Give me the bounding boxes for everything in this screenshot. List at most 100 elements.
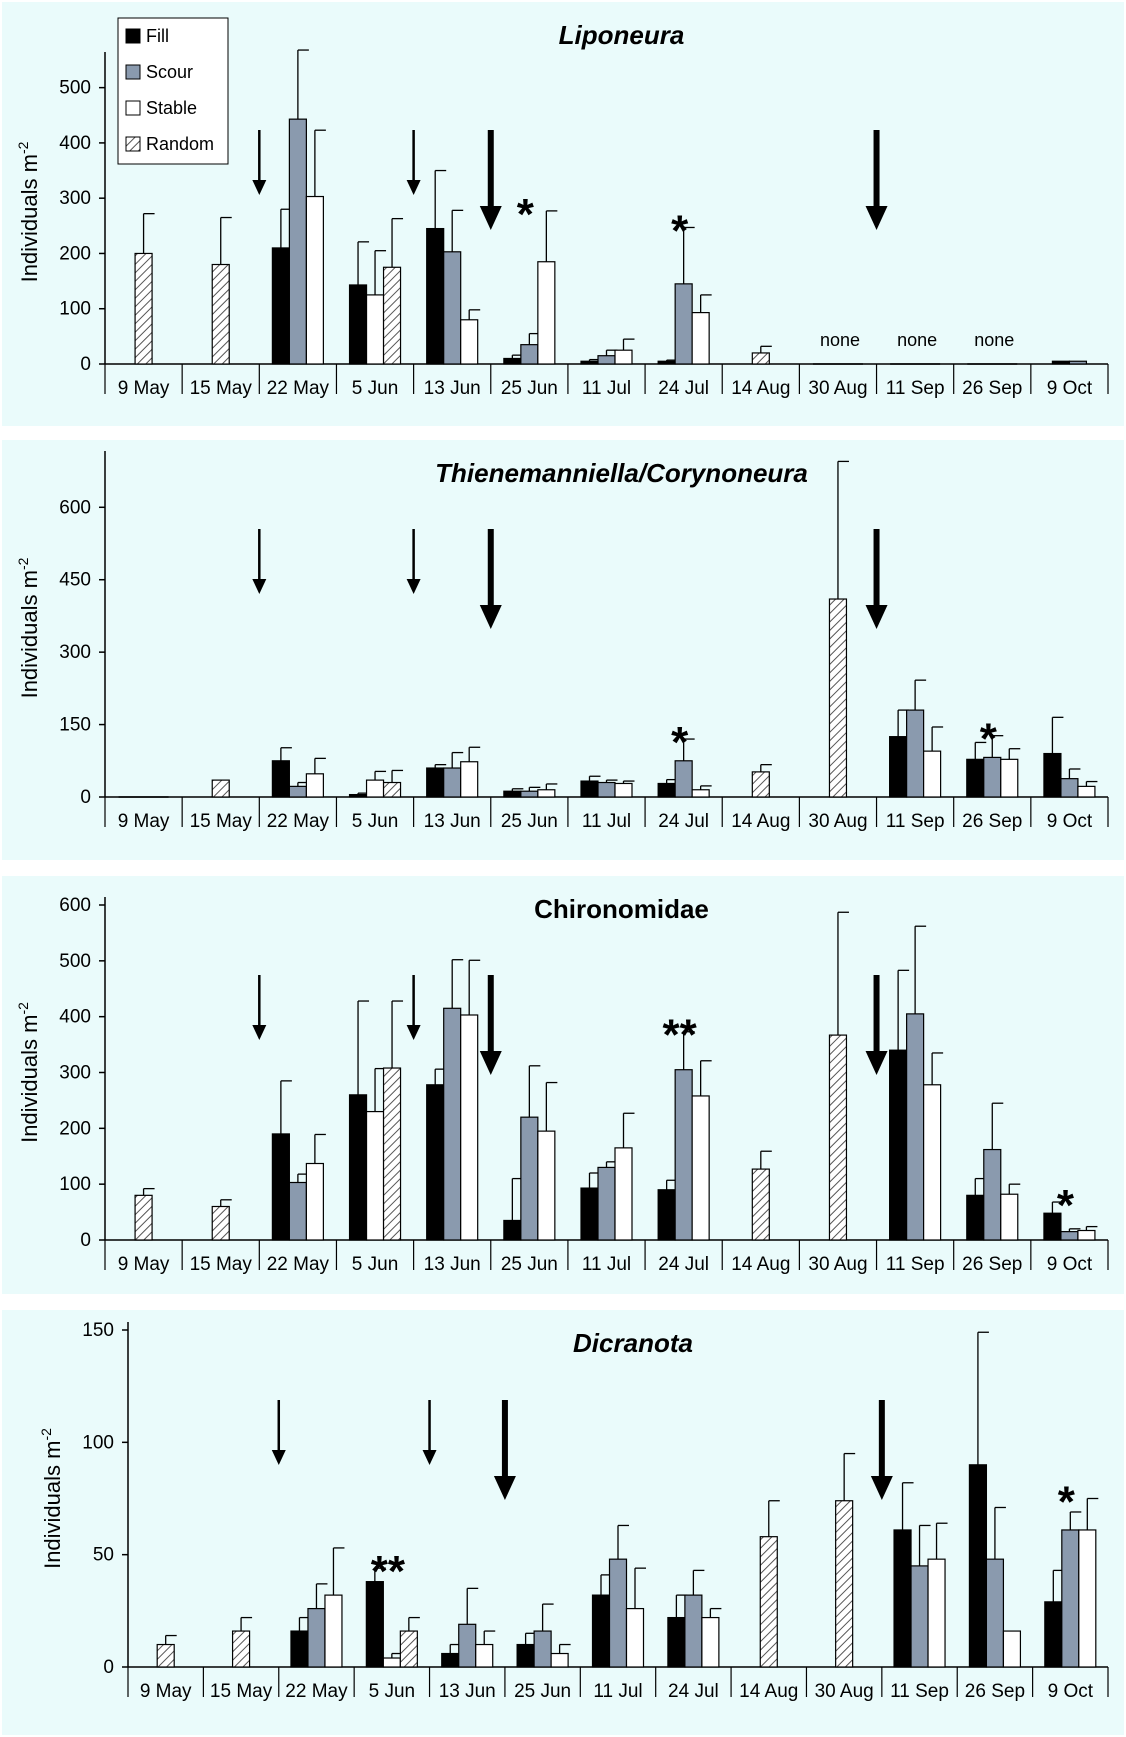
bar-random bbox=[211, 779, 230, 798]
significance-marker: * bbox=[671, 206, 689, 255]
bar-random bbox=[759, 1536, 778, 1668]
x-tick-label: 25 Jun bbox=[501, 1254, 558, 1275]
bar-scour bbox=[443, 1007, 462, 1241]
bar-random bbox=[835, 1500, 854, 1668]
y-tick-label: 500 bbox=[59, 951, 91, 972]
event-arrow-head bbox=[479, 206, 502, 230]
event-arrow-head bbox=[865, 1051, 888, 1075]
event-arrow-head bbox=[406, 1025, 421, 1040]
y-tick-label: 0 bbox=[80, 354, 91, 375]
x-tick-label: 9 May bbox=[118, 378, 170, 399]
bar-fill bbox=[516, 1643, 535, 1668]
bar-scour bbox=[520, 1116, 539, 1241]
event-arrow-head bbox=[479, 1051, 502, 1075]
bar-scour bbox=[533, 1630, 552, 1668]
x-tick-label: 9 Oct bbox=[1047, 811, 1093, 832]
bar-stable bbox=[1078, 1529, 1097, 1668]
y-tick-label: 100 bbox=[59, 1174, 91, 1195]
bar-scour bbox=[983, 1148, 1002, 1241]
bar-fill bbox=[426, 767, 445, 798]
x-tick-label: 9 Oct bbox=[1048, 1681, 1094, 1702]
y-tick-label: 100 bbox=[59, 299, 91, 320]
bar-scour bbox=[674, 1069, 693, 1241]
bar-stable bbox=[365, 294, 385, 365]
x-tick-label: 15 May bbox=[190, 378, 253, 399]
y-tick-label: 400 bbox=[59, 133, 91, 154]
annotation-none: none bbox=[897, 330, 937, 350]
bar-random bbox=[751, 1168, 770, 1241]
event-arrow-head bbox=[406, 579, 421, 594]
significance-marker: ** bbox=[371, 1547, 406, 1596]
x-tick-label: 30 Aug bbox=[808, 378, 867, 399]
bar-random bbox=[211, 1205, 230, 1241]
y-axis-title: Individuals m-2 bbox=[15, 141, 42, 282]
x-tick-label: 14 Aug bbox=[731, 1254, 790, 1275]
legend-swatch-fill bbox=[125, 28, 141, 44]
bar-scour bbox=[288, 118, 307, 365]
event-arrow-head bbox=[865, 605, 888, 629]
bar-fill bbox=[271, 760, 290, 798]
y-axis-title-superscript: -2 bbox=[38, 1428, 54, 1441]
bar-scour bbox=[1068, 360, 1088, 365]
event-arrow-head bbox=[493, 1476, 516, 1500]
significance-marker: * bbox=[1058, 1478, 1076, 1527]
y-axis-title: Individuals m-2 bbox=[15, 557, 42, 698]
x-tick-label: 24 Jul bbox=[658, 1254, 709, 1275]
bar-fill bbox=[348, 793, 368, 798]
bar-fill bbox=[503, 1219, 522, 1241]
bar-scour bbox=[1060, 778, 1079, 798]
x-tick-label: 13 Jun bbox=[424, 1254, 481, 1275]
bar-fill bbox=[657, 782, 676, 798]
x-tick-label: 11 Sep bbox=[890, 1681, 949, 1702]
bar-scour bbox=[443, 767, 462, 798]
x-tick-label: 14 Aug bbox=[739, 1681, 798, 1702]
bar-stable bbox=[305, 1162, 324, 1241]
x-tick-label: 9 May bbox=[140, 1681, 192, 1702]
significance-marker: * bbox=[671, 718, 689, 767]
event-arrow-head bbox=[422, 1450, 437, 1465]
bar-random bbox=[134, 252, 153, 365]
bar-fill bbox=[966, 758, 985, 798]
bar-fill bbox=[657, 1189, 676, 1241]
bar-stable bbox=[614, 1147, 633, 1241]
panel-4: 0 50 100 150 9 May 15 May 22 May 5 Jun 13 Jun 25 … bbox=[2, 1310, 1124, 1735]
panel-title: Dicranota bbox=[573, 1328, 693, 1358]
bar-fill bbox=[580, 780, 599, 798]
bar-stable bbox=[691, 789, 710, 798]
bar-scour bbox=[307, 1607, 326, 1668]
bar-scour bbox=[520, 790, 539, 798]
y-tick-label: 500 bbox=[59, 78, 91, 99]
bar-random bbox=[382, 781, 402, 798]
x-tick-label: 11 Sep bbox=[886, 378, 945, 399]
x-tick-label: 11 Jul bbox=[582, 378, 631, 399]
y-axis-title-superscript: -2 bbox=[15, 557, 31, 570]
event-arrow-head bbox=[252, 579, 267, 594]
annotation-none: none bbox=[974, 330, 1014, 350]
bar-stable bbox=[537, 789, 556, 798]
bar-stable bbox=[550, 1652, 569, 1668]
bar-stable bbox=[927, 1558, 946, 1668]
bar-fill bbox=[426, 1084, 445, 1241]
y-axis-title: Individuals m-2 bbox=[15, 1002, 42, 1143]
bar-fill bbox=[441, 1652, 460, 1668]
event-arrow-head bbox=[271, 1450, 286, 1465]
y-tick-label: 200 bbox=[59, 1118, 91, 1139]
bar-fill bbox=[1043, 752, 1062, 798]
panel-title: Chironomidae bbox=[534, 894, 709, 924]
bar-scour bbox=[910, 1565, 929, 1668]
x-tick-label: 11 Jul bbox=[593, 1681, 642, 1702]
event-arrow-head bbox=[479, 605, 502, 629]
bar-stable bbox=[1000, 758, 1019, 798]
bar-scour bbox=[597, 1166, 616, 1241]
event-arrow-head bbox=[252, 1025, 267, 1040]
y-tick-label: 0 bbox=[103, 1657, 114, 1678]
bar-random bbox=[211, 263, 230, 365]
legend-swatch-random bbox=[125, 136, 141, 152]
bar-random bbox=[828, 598, 848, 798]
bar-scour bbox=[906, 1013, 925, 1241]
x-tick-label: 14 Aug bbox=[731, 378, 790, 399]
bar-fill bbox=[1044, 1601, 1063, 1668]
panel-title: Liponeura bbox=[559, 20, 685, 50]
y-tick-label: 400 bbox=[59, 1007, 91, 1028]
y-tick-label: 300 bbox=[59, 642, 91, 663]
